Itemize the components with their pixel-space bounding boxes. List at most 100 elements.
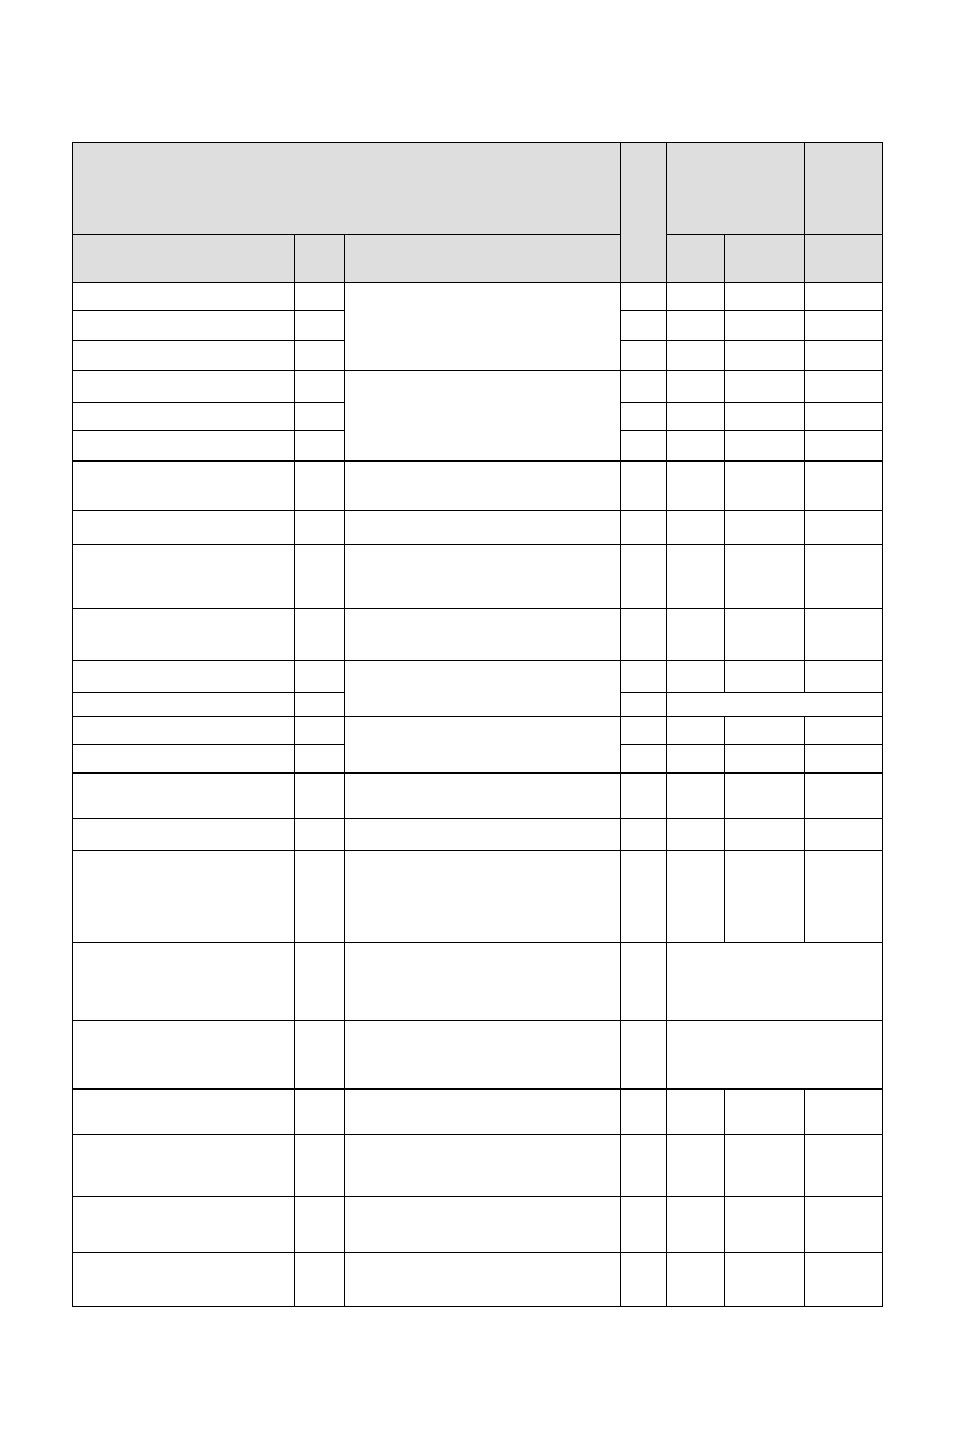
col-5 — [667, 745, 725, 773]
col-5 — [667, 609, 725, 661]
col-6 — [725, 431, 805, 461]
col-6 — [725, 311, 805, 341]
col-3 — [345, 851, 621, 943]
col-1 — [73, 1021, 295, 1089]
col-7 — [805, 609, 883, 661]
col-7 — [805, 371, 883, 403]
col-6 — [725, 341, 805, 371]
col-1 — [73, 693, 295, 717]
col-3 — [345, 1135, 621, 1197]
col-tail-merged — [667, 1021, 883, 1089]
page — [0, 0, 954, 1454]
col-6 — [725, 371, 805, 403]
col-6 — [725, 283, 805, 311]
col-1 — [73, 1197, 295, 1253]
col-2 — [295, 1021, 345, 1089]
col-1 — [73, 1135, 295, 1197]
col-4 — [621, 609, 667, 661]
col-7 — [805, 661, 883, 693]
form-table-wrapper — [72, 142, 882, 1307]
col-2 — [295, 1197, 345, 1253]
col-4 — [621, 461, 667, 511]
col-2 — [295, 693, 345, 717]
col-4 — [621, 431, 667, 461]
col-5 — [667, 545, 725, 609]
col-7 — [805, 1253, 883, 1307]
col-7 — [805, 545, 883, 609]
col-1 — [73, 371, 295, 403]
col-2 — [295, 717, 345, 745]
col-1 — [73, 341, 295, 371]
col-7 — [805, 511, 883, 545]
form-table — [72, 142, 883, 1307]
col-6 — [725, 717, 805, 745]
col-4 — [621, 341, 667, 371]
col-2 — [295, 403, 345, 431]
header-col6 — [725, 235, 805, 283]
col-4 — [621, 403, 667, 431]
col-1 — [73, 943, 295, 1021]
header-col2 — [295, 235, 345, 283]
col-2 — [295, 431, 345, 461]
col-2 — [295, 745, 345, 773]
col-4 — [621, 511, 667, 545]
col-3 — [345, 819, 621, 851]
col-4 — [621, 545, 667, 609]
col-1 — [73, 819, 295, 851]
col-2 — [295, 943, 345, 1021]
col-6 — [725, 511, 805, 545]
col-2 — [295, 311, 345, 341]
col-5 — [667, 851, 725, 943]
col-4 — [621, 773, 667, 819]
col-2 — [295, 661, 345, 693]
col-5 — [667, 461, 725, 511]
col-1 — [73, 773, 295, 819]
col-2 — [295, 1253, 345, 1307]
header-col4 — [621, 143, 667, 283]
col-5 — [667, 1253, 725, 1307]
col-6 — [725, 661, 805, 693]
col-1 — [73, 745, 295, 773]
col-7 — [805, 1089, 883, 1135]
col-2 — [295, 1135, 345, 1197]
col-2 — [295, 773, 345, 819]
col-3 — [345, 1089, 621, 1135]
col-2 — [295, 851, 345, 943]
col-3 — [345, 545, 621, 609]
col-4 — [621, 1089, 667, 1135]
col-2 — [295, 461, 345, 511]
col-3 — [345, 1021, 621, 1089]
col-2 — [295, 545, 345, 609]
col-3 — [345, 717, 621, 773]
col-7 — [805, 745, 883, 773]
col-4 — [621, 717, 667, 745]
col-6 — [725, 851, 805, 943]
col-3 — [345, 511, 621, 545]
col-4 — [621, 943, 667, 1021]
col-1 — [73, 609, 295, 661]
col-5 — [667, 717, 725, 745]
col-5 — [667, 341, 725, 371]
col-3 — [345, 283, 621, 371]
col-1 — [73, 511, 295, 545]
col-5 — [667, 403, 725, 431]
col-5 — [667, 371, 725, 403]
col-6 — [725, 1089, 805, 1135]
col-3 — [345, 661, 621, 717]
col-2 — [295, 1089, 345, 1135]
col-6 — [725, 1197, 805, 1253]
col-6 — [725, 773, 805, 819]
col-6 — [725, 745, 805, 773]
col-tail-merged — [667, 693, 883, 717]
col-5 — [667, 311, 725, 341]
col-2 — [295, 341, 345, 371]
col-7 — [805, 1197, 883, 1253]
col-5 — [667, 819, 725, 851]
col-7 — [805, 773, 883, 819]
col-4 — [621, 1253, 667, 1307]
header-col3 — [345, 235, 621, 283]
col-5 — [667, 1089, 725, 1135]
col-7 — [805, 851, 883, 943]
col-1 — [73, 403, 295, 431]
col-6 — [725, 461, 805, 511]
